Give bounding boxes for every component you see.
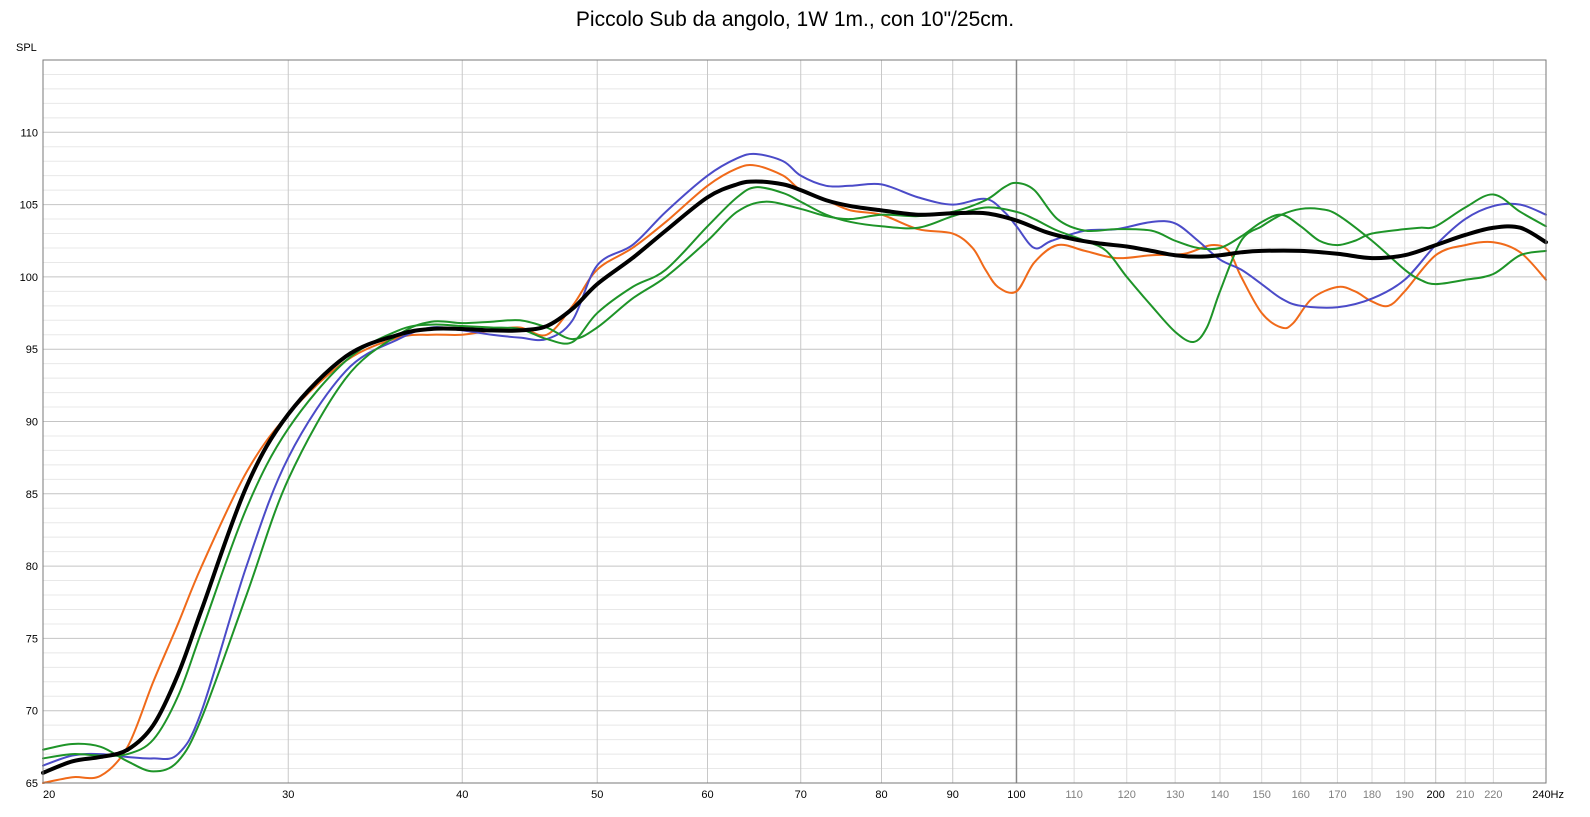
y-tick-label: 85: [26, 489, 38, 501]
x-tick-label: 110: [1065, 789, 1083, 801]
axes: 65 70 75 80 85 90 95 100 105 110 20 30 40 50 60 70 80 90 1…: [20, 59, 1564, 801]
y-tick-label: 65: [26, 778, 38, 790]
y-tick-label: 95: [26, 344, 38, 356]
x-tick-label: 160: [1292, 789, 1310, 801]
x-tick-label: 90: [947, 789, 959, 801]
series-layer: [41, 152, 1548, 784]
series-line-1: [42, 164, 1547, 784]
x-tick-label: 80: [875, 789, 887, 801]
x-tick-label: 180: [1363, 789, 1381, 801]
x-tick-label: 130: [1166, 789, 1184, 801]
grid: [42, 60, 1547, 784]
series-line-2: [42, 152, 1547, 767]
y-tick-label: 110: [20, 127, 38, 139]
x-tick-label: 40: [456, 789, 468, 801]
series-line-5: [41, 179, 1548, 775]
x-tick-label: 20: [43, 789, 55, 801]
y-tick-label: 90: [26, 417, 38, 429]
series-line-4: [42, 186, 1547, 760]
y-axis-label: SPL: [16, 42, 37, 54]
x-tick-label: 50: [591, 789, 603, 801]
y-tick-label: 70: [26, 706, 38, 718]
x-tick-label: 190: [1396, 789, 1414, 801]
x-tick-label: 120: [1118, 789, 1136, 801]
y-tick-label: 100: [20, 272, 38, 284]
x-tick-label: 30: [282, 789, 294, 801]
y-tick-label: 75: [26, 633, 38, 645]
series-line-3: [42, 181, 1547, 773]
x-tick-label: 70: [795, 789, 807, 801]
y-tick-label: 80: [26, 561, 38, 573]
x-tick-label: 240Hz: [1532, 789, 1564, 801]
x-tick-label: 200: [1427, 789, 1445, 801]
x-tick-label: 60: [701, 789, 713, 801]
y-tick-label: 105: [20, 200, 38, 212]
plot-frame: [42, 59, 1547, 784]
x-tick-label: 100: [1007, 789, 1025, 801]
x-tick-label: 170: [1328, 789, 1346, 801]
x-tick-label: 210: [1456, 789, 1474, 801]
x-tick-label: 150: [1253, 789, 1271, 801]
chart-title: Piccolo Sub da angolo, 1W 1m., con 10"/2…: [575, 8, 1015, 31]
x-tick-label: 140: [1211, 789, 1229, 801]
x-tick-label: 220: [1484, 789, 1502, 801]
